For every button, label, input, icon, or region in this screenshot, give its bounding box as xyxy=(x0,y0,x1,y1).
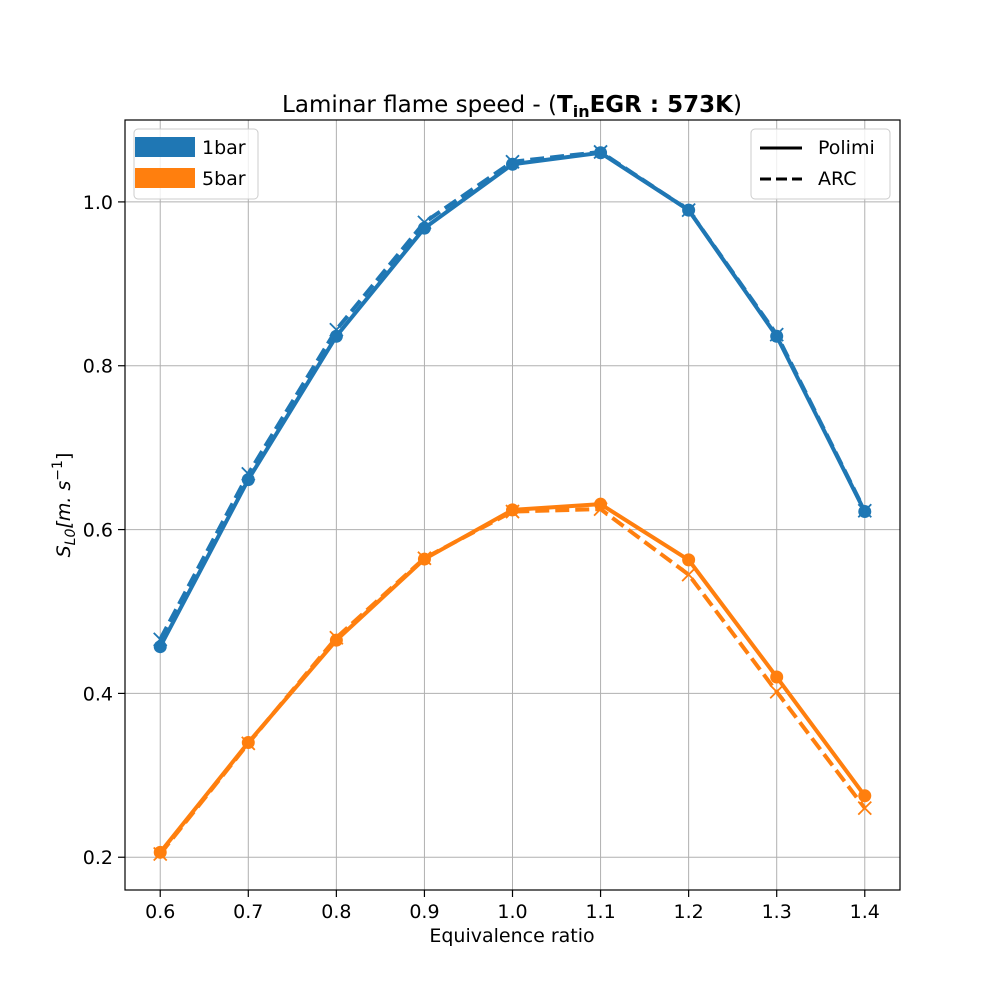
y-tick-label: 0.6 xyxy=(83,520,113,542)
legend-label-polimi: Polimi xyxy=(818,137,875,159)
data-point xyxy=(858,789,872,803)
legend-swatch-1bar xyxy=(135,137,195,157)
data-point xyxy=(417,551,432,566)
y-tick-label: 0.8 xyxy=(83,356,113,378)
x-tick-label: 0.6 xyxy=(145,901,175,923)
data-point xyxy=(857,503,872,518)
legend-label-1bar: 1bar xyxy=(202,137,246,159)
data-point xyxy=(505,154,520,169)
legend-label-arc: ARC xyxy=(818,168,857,190)
data-point xyxy=(329,322,344,337)
data-point xyxy=(769,684,784,699)
x-axis-label: Equivalence ratio xyxy=(429,925,594,947)
x-axis: 0.6 0.7 0.8 0.9 1.0 1.1 1.2 1.3 1.4 xyxy=(145,890,880,923)
series-line-5bar-arc xyxy=(158,507,867,856)
y-tick-label: 0.2 xyxy=(83,847,113,869)
legend-pressure: 1bar 5bar xyxy=(133,128,259,200)
data-point xyxy=(769,327,784,342)
legend-swatch-5bar xyxy=(135,168,195,188)
y-tick-label: 1.0 xyxy=(83,192,113,214)
y-axis: 0.2 0.4 0.6 0.8 1.0 xyxy=(83,192,125,869)
data-point xyxy=(857,800,872,816)
series-layer xyxy=(153,144,872,862)
legend-label-5bar: 5bar xyxy=(202,168,246,190)
series-1bar-arc xyxy=(153,144,872,647)
data-point xyxy=(593,144,608,160)
data-point xyxy=(153,632,168,647)
data-point xyxy=(329,630,344,645)
series-5bar-arc xyxy=(153,501,872,862)
data-point xyxy=(681,567,696,582)
x-tick-label: 0.9 xyxy=(409,901,439,923)
legend-mechanism: Polimi ARC xyxy=(750,128,891,200)
grid xyxy=(125,120,900,890)
data-point xyxy=(153,640,167,654)
data-point xyxy=(241,736,256,751)
data-point xyxy=(682,553,696,567)
data-point xyxy=(153,846,168,862)
x-tick-label: 1.4 xyxy=(850,901,880,923)
y-axis-label: SL0[m. s−1] xyxy=(50,453,79,558)
data-point xyxy=(593,501,608,517)
x-tick-label: 1.1 xyxy=(585,901,615,923)
data-point xyxy=(417,215,432,230)
x-tick-label: 0.8 xyxy=(321,901,351,923)
x-tick-label: 1.2 xyxy=(674,901,704,923)
x-tick-label: 1.3 xyxy=(762,901,792,923)
x-tick-label: 0.7 xyxy=(233,901,263,923)
data-point xyxy=(681,202,696,218)
x-tick-label: 1.0 xyxy=(497,901,527,923)
data-point xyxy=(505,504,520,519)
y-tick-label: 0.4 xyxy=(83,683,113,705)
data-point xyxy=(770,670,784,684)
data-point xyxy=(241,466,256,482)
chart-title: Laminar flame speed - (TinEGR : 573K) xyxy=(282,92,742,121)
